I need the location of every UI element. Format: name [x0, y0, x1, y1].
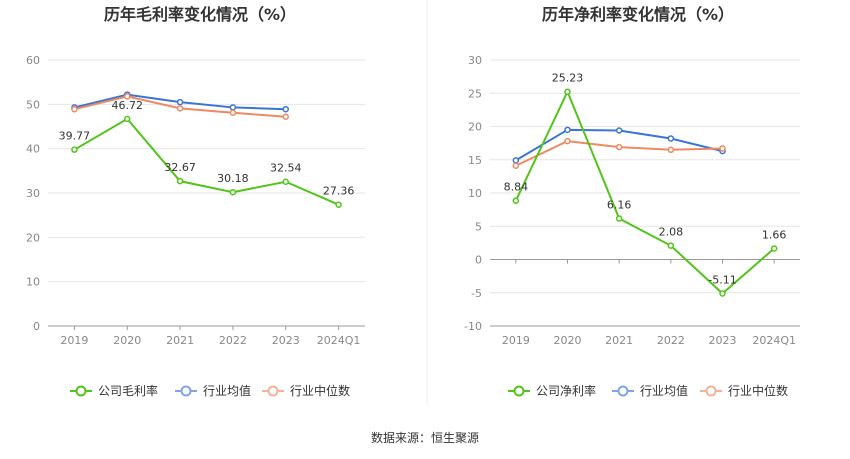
data-point [770, 245, 778, 252]
data-point [615, 215, 623, 222]
data-point [282, 178, 289, 185]
y-tick-label: 0 [475, 254, 482, 267]
x-tick-label: 2022 [657, 334, 685, 347]
data-point [512, 197, 520, 204]
data-label: 1.66 [762, 228, 787, 241]
data-label: 46.72 [112, 99, 144, 112]
x-tick-label: 2020 [554, 334, 582, 347]
data-point [615, 143, 623, 151]
y-tick-label: -5 [471, 287, 482, 300]
y-tick-label: 30 [468, 54, 482, 67]
data-point [229, 109, 237, 117]
legend-item[interactable]: 公司毛利率 [70, 383, 158, 398]
legend-item[interactable]: 行业中位数 [700, 383, 788, 398]
data-label: 27.36 [323, 185, 355, 198]
legend-swatch-marker [513, 385, 525, 397]
legend-swatch-marker [617, 385, 629, 397]
legend-swatch-marker [705, 385, 717, 397]
chart-title: 历年净利率变化情况（%） [542, 5, 734, 24]
data-point [615, 127, 623, 134]
data-label: 8.84 [504, 181, 529, 194]
y-tick-label: 30 [26, 187, 40, 200]
data-point [564, 137, 571, 145]
data-point [512, 162, 520, 169]
data-label: 32.67 [164, 161, 196, 174]
gross-margin-chart: 历年毛利率变化情况（%） 0 10 20 30 40 50 60 2019 2020 2021 20… [26, 5, 365, 398]
y-tick-label: 10 [26, 276, 40, 289]
data-point [282, 113, 289, 120]
data-point [719, 290, 726, 297]
y-tick-label: 10 [468, 187, 482, 200]
data-point [176, 98, 184, 106]
data-point [335, 201, 342, 208]
series-line [514, 89, 775, 295]
legend-item[interactable]: 公司净利率 [508, 383, 596, 398]
data-source-note: 数据来源：恒生聚源 [371, 430, 479, 445]
legend-label: 公司毛利率 [98, 383, 158, 398]
legend-item[interactable]: 行业均值 [175, 383, 251, 398]
data-point [512, 157, 520, 164]
net-margin-chart: 历年净利率变化情况（%） -10 -5 0 5 10 15 20 25 30 2019 2020 20… [464, 5, 800, 398]
data-point [667, 146, 675, 154]
data-point [564, 126, 571, 134]
x-tick-label: 2023 [272, 334, 300, 347]
y-tick-label: 15 [468, 154, 482, 167]
x-tick-label: 2022 [219, 334, 247, 347]
y-tick-label: 40 [26, 143, 40, 156]
data-point [124, 115, 131, 123]
series-line [73, 117, 339, 206]
legend-swatch-marker [180, 385, 192, 397]
data-point [564, 88, 571, 95]
data-label: -5.11 [708, 273, 736, 286]
y-tick-label: 25 [468, 87, 482, 100]
legend-swatch-marker [267, 385, 279, 397]
data-point [124, 93, 131, 100]
chart-title: 历年毛利率变化情况（%） [104, 5, 296, 24]
data-point [667, 242, 675, 249]
y-tick-label: 20 [468, 121, 482, 134]
y-tick-label: 5 [475, 220, 482, 233]
data-point [71, 105, 78, 113]
legend-label: 公司净利率 [536, 383, 596, 398]
legend-item[interactable]: 行业中位数 [262, 383, 350, 398]
x-tick-label: 2021 [605, 334, 633, 347]
y-tick-label: 0 [33, 320, 40, 333]
x-tick-label: 2019 [60, 334, 88, 347]
x-tick-label: 2024Q1 [317, 334, 361, 347]
data-point [176, 177, 184, 185]
x-tick-label: 2024Q1 [752, 334, 796, 347]
data-point [229, 104, 237, 111]
y-tick-label: 20 [26, 231, 40, 244]
x-tick-label: 2020 [113, 334, 141, 347]
data-point [719, 145, 726, 152]
legend-label: 行业中位数 [290, 383, 350, 398]
y-tick-label: 60 [26, 54, 40, 67]
legend-label: 行业均值 [640, 383, 688, 398]
data-label: 6.16 [607, 199, 632, 212]
legend-swatch-marker [75, 385, 87, 397]
data-point [667, 135, 675, 142]
data-label: 32.54 [270, 162, 302, 175]
y-tick-label: -10 [464, 320, 482, 333]
x-tick-label: 2023 [709, 334, 737, 347]
data-label: 2.08 [659, 226, 684, 239]
data-point [282, 105, 289, 113]
legend-label: 行业中位数 [728, 383, 788, 398]
x-tick-label: 2019 [502, 334, 530, 347]
data-label: 39.77 [59, 130, 91, 143]
legend-item[interactable]: 行业均值 [612, 383, 688, 398]
y-tick-label: 50 [26, 98, 40, 111]
data-label: 30.18 [217, 172, 249, 185]
legend-label: 行业均值 [203, 383, 251, 398]
data-label: 25.23 [552, 72, 584, 85]
data-point [229, 188, 237, 196]
data-point [71, 146, 78, 153]
x-tick-label: 2021 [166, 334, 194, 347]
data-point [176, 105, 184, 112]
